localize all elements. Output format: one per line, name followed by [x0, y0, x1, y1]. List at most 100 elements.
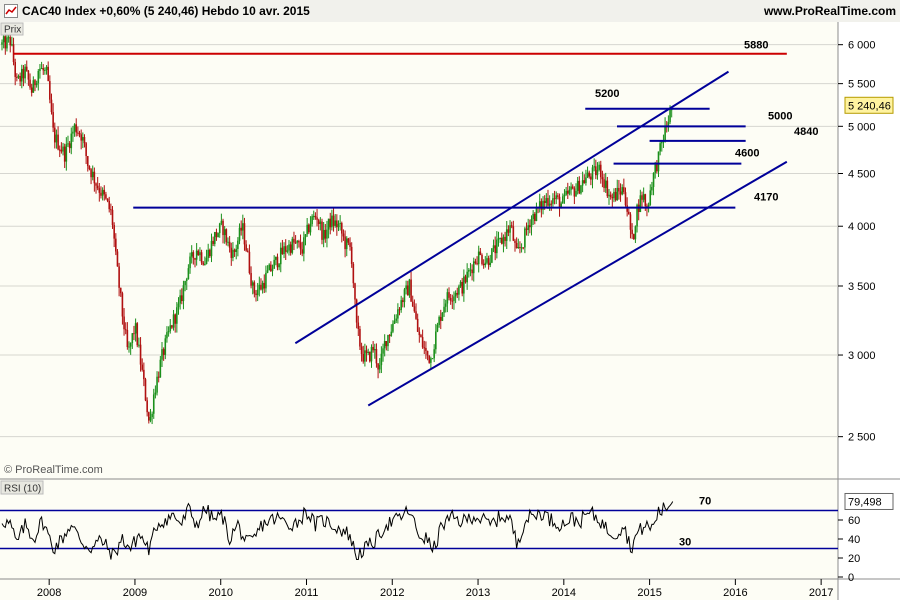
- candle-body: [17, 75, 20, 78]
- candle-body: [24, 66, 26, 79]
- candle-body: [500, 237, 503, 244]
- rsi-tick-label: 60: [848, 515, 860, 527]
- candle-body: [55, 134, 58, 143]
- candle-body: [522, 247, 525, 249]
- candle-body: [458, 286, 460, 295]
- candle-body: [453, 296, 455, 301]
- candle-body: [576, 180, 579, 191]
- chart-title: CAC40 Index +0,60% (5 240,46) Hebdo 10 a…: [22, 4, 310, 18]
- candle-body: [327, 218, 330, 230]
- candle-body: [405, 285, 407, 290]
- candle-body: [185, 279, 188, 281]
- candle-body: [441, 312, 444, 321]
- candle-body: [204, 263, 206, 265]
- candle-body: [370, 346, 373, 362]
- candle-body: [50, 99, 53, 113]
- candle-body: [487, 258, 490, 266]
- candle-body: [27, 70, 30, 80]
- candle-body: [230, 247, 233, 258]
- candle-body: [192, 252, 195, 259]
- candle-body: [398, 309, 401, 311]
- candle-body: [428, 355, 431, 363]
- candle-body: [156, 376, 158, 393]
- candle-body: [456, 292, 459, 295]
- chart-header: CAC40 Index +0,60% (5 240,46) Hebdo 10 a…: [0, 0, 900, 23]
- candle-body: [448, 292, 450, 298]
- candle-body: [22, 68, 25, 79]
- candle-body: [451, 300, 454, 302]
- candle-body: [63, 146, 66, 162]
- candle-body: [334, 220, 336, 226]
- candle-body: [631, 229, 633, 235]
- candle-body: [133, 333, 135, 335]
- candle-body: [416, 318, 419, 332]
- chart-icon[interactable]: [4, 4, 18, 18]
- candle-body: [529, 225, 531, 228]
- candle-body: [324, 229, 327, 239]
- candle-body: [148, 412, 150, 421]
- candle-body: [581, 180, 584, 186]
- rsi-last-badge: [844, 492, 894, 510]
- candle-body: [304, 234, 307, 238]
- candle-body: [530, 219, 533, 228]
- candle-body: [182, 285, 185, 302]
- time-tick-label: 2016: [723, 587, 747, 599]
- candle-body: [623, 187, 625, 193]
- candle-body: [538, 201, 541, 209]
- price-tick-label: 4 500: [848, 168, 876, 180]
- candle-body: [388, 335, 391, 337]
- candle-body: [152, 394, 155, 414]
- candle-body: [172, 314, 175, 328]
- candle-body: [565, 190, 567, 195]
- time-tick-label: 2010: [208, 587, 232, 599]
- level-label-5000: 5000: [768, 110, 792, 122]
- candle-body: [611, 196, 614, 199]
- candle-body: [298, 240, 300, 243]
- candle-body: [524, 228, 526, 248]
- candle-body: [641, 195, 643, 200]
- candle-body: [657, 151, 660, 172]
- candle-body: [352, 263, 355, 284]
- candle-body: [67, 143, 69, 145]
- candle-body: [271, 268, 274, 272]
- candle-body: [255, 293, 257, 296]
- candle-body: [146, 400, 148, 413]
- rsi-panel-bg: [0, 479, 838, 600]
- candle-body: [372, 346, 374, 351]
- candle-body: [364, 350, 366, 362]
- candle-body: [85, 143, 87, 157]
- candle-body: [543, 200, 546, 204]
- price-tick-label: 5 500: [848, 79, 876, 91]
- candle-body: [233, 249, 236, 253]
- candle-body: [174, 314, 176, 324]
- candle-body: [316, 217, 318, 220]
- candle-body: [344, 236, 346, 250]
- candle-body: [195, 250, 198, 260]
- candle-body: [459, 281, 462, 287]
- candle-body: [273, 259, 275, 269]
- candle-body: [276, 256, 279, 268]
- candle-body: [596, 169, 599, 176]
- candle-body: [624, 192, 627, 206]
- website-label: www.ProRealTime.com: [763, 4, 896, 18]
- candle-body: [57, 134, 59, 150]
- candle-body: [329, 218, 332, 228]
- candle-body: [1, 42, 3, 45]
- candle-body: [29, 79, 31, 88]
- candle-body: [403, 289, 406, 303]
- candle-body: [253, 282, 256, 294]
- price-panel-bg: [0, 22, 838, 479]
- candle-body: [507, 229, 510, 233]
- candle-body: [111, 209, 114, 226]
- candle-body: [162, 349, 165, 355]
- candle-body: [317, 219, 320, 224]
- candle-body: [96, 185, 99, 189]
- candle-body: [103, 189, 106, 195]
- rsi-level-label-70: 70: [699, 496, 711, 508]
- candle-body: [395, 318, 398, 321]
- time-tick-label: 2017: [809, 587, 833, 599]
- candle-body: [37, 70, 40, 84]
- candle-body: [49, 81, 51, 100]
- candle-body: [169, 325, 172, 332]
- candle-body: [213, 232, 216, 244]
